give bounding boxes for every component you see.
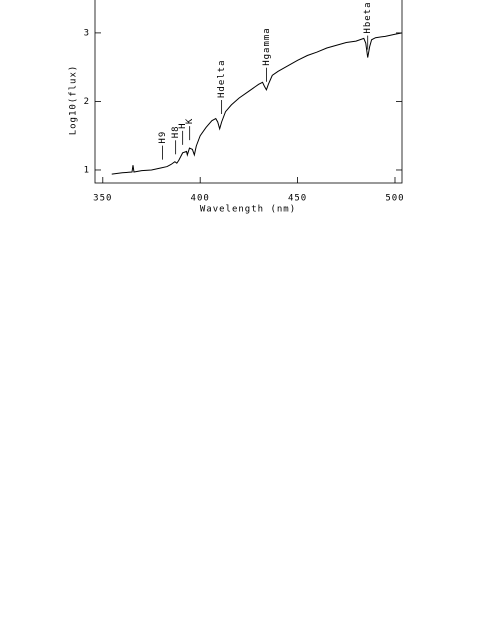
y-tick-label: 1 (84, 165, 90, 175)
annotation-label: K (185, 118, 195, 124)
annotation-label: H (178, 122, 188, 128)
x-axis-label: Wavelength (nm) (200, 205, 296, 215)
y-tick-label: 2 (84, 97, 90, 107)
x-tick-label: 450 (288, 194, 307, 204)
spectrum-line (111, 32, 403, 175)
x-tick-label: 400 (191, 194, 210, 204)
annotation-label: Hdelta (217, 59, 227, 98)
annotation-label: H9 (158, 131, 168, 144)
plot-frame (94, 0, 403, 184)
annotation-label: Hbeta (363, 1, 373, 33)
x-tick-label: 350 (93, 194, 112, 204)
y-tick-label: 3 (84, 28, 90, 38)
annotation-label: Hgamma (262, 27, 272, 66)
annotation-label: H8 (171, 125, 181, 138)
y-axis-label: Log10(flux) (69, 65, 79, 136)
x-tick-label: 500 (385, 194, 404, 204)
